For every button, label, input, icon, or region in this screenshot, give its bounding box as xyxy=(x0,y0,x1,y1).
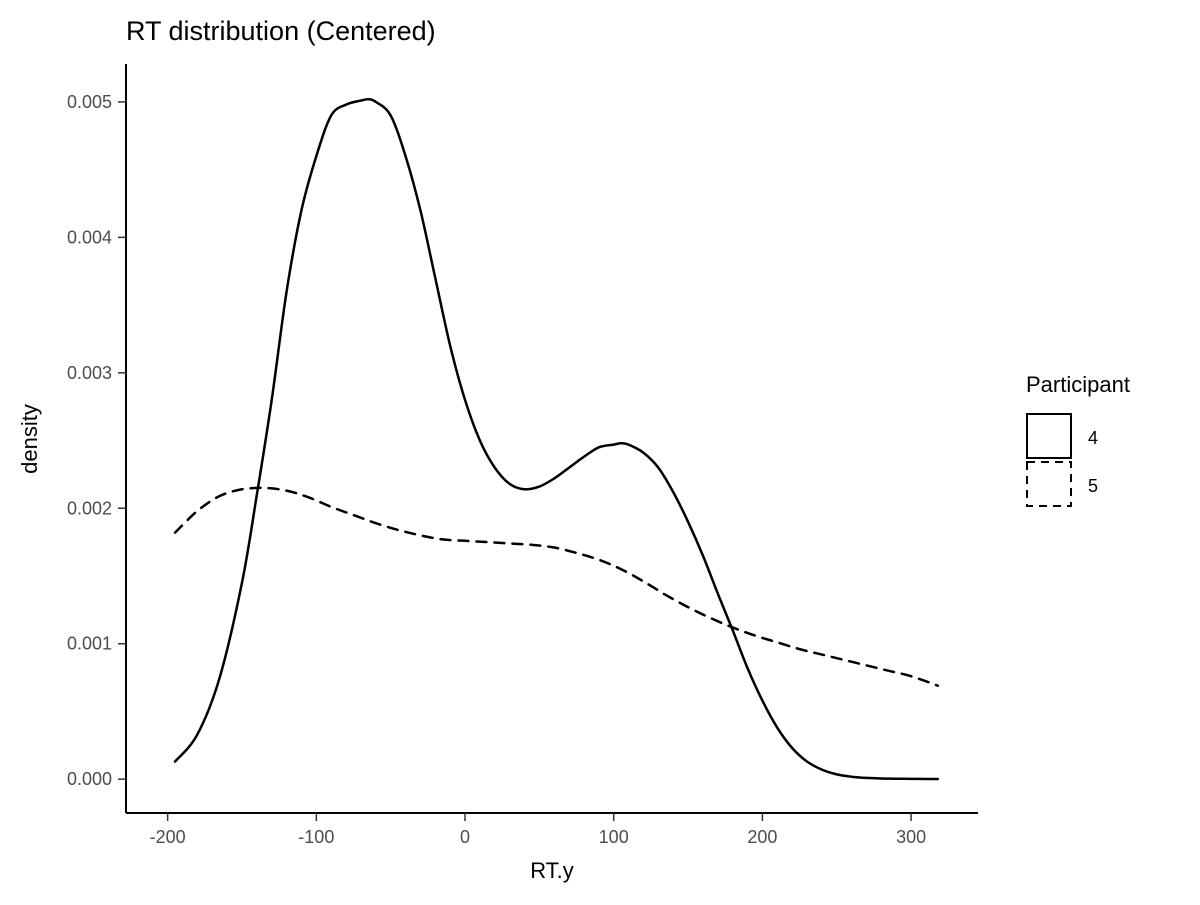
x-tick-label: -100 xyxy=(298,827,334,847)
y-tick-label: 0.005 xyxy=(67,92,112,112)
y-axis-title: density xyxy=(17,404,42,474)
x-tick-label: 300 xyxy=(896,827,926,847)
y-tick-label: 0.002 xyxy=(67,498,112,518)
legend-title: Participant xyxy=(1026,372,1130,397)
legend-key-participant-5 xyxy=(1026,461,1072,507)
x-tick-label: 200 xyxy=(747,827,777,847)
x-tick-label: 0 xyxy=(460,827,470,847)
y-tick-label: 0.001 xyxy=(67,634,112,654)
chart-title: RT distribution (Centered) xyxy=(126,16,436,46)
legend: Participant 4 5 xyxy=(1026,372,1130,507)
x-axis-ticks: -200 -100 0 100 200 300 xyxy=(150,813,926,847)
y-tick-label: 0.003 xyxy=(67,363,112,383)
x-tick-label: -200 xyxy=(150,827,186,847)
density-line-participant-4 xyxy=(173,97,940,781)
y-tick-label: 0.000 xyxy=(67,769,112,789)
density-line-participant-5 xyxy=(173,486,940,687)
legend-label-participant-4: 4 xyxy=(1088,428,1098,448)
plot-area xyxy=(173,97,940,781)
y-axis-ticks: 0.000 0.001 0.002 0.003 0.004 0.005 xyxy=(67,92,126,789)
legend-label-participant-5: 5 xyxy=(1088,476,1098,496)
y-tick-label: 0.004 xyxy=(67,227,112,247)
legend-key-participant-4 xyxy=(1026,413,1072,459)
x-tick-label: 100 xyxy=(599,827,629,847)
x-axis-title: RT.y xyxy=(530,858,574,883)
